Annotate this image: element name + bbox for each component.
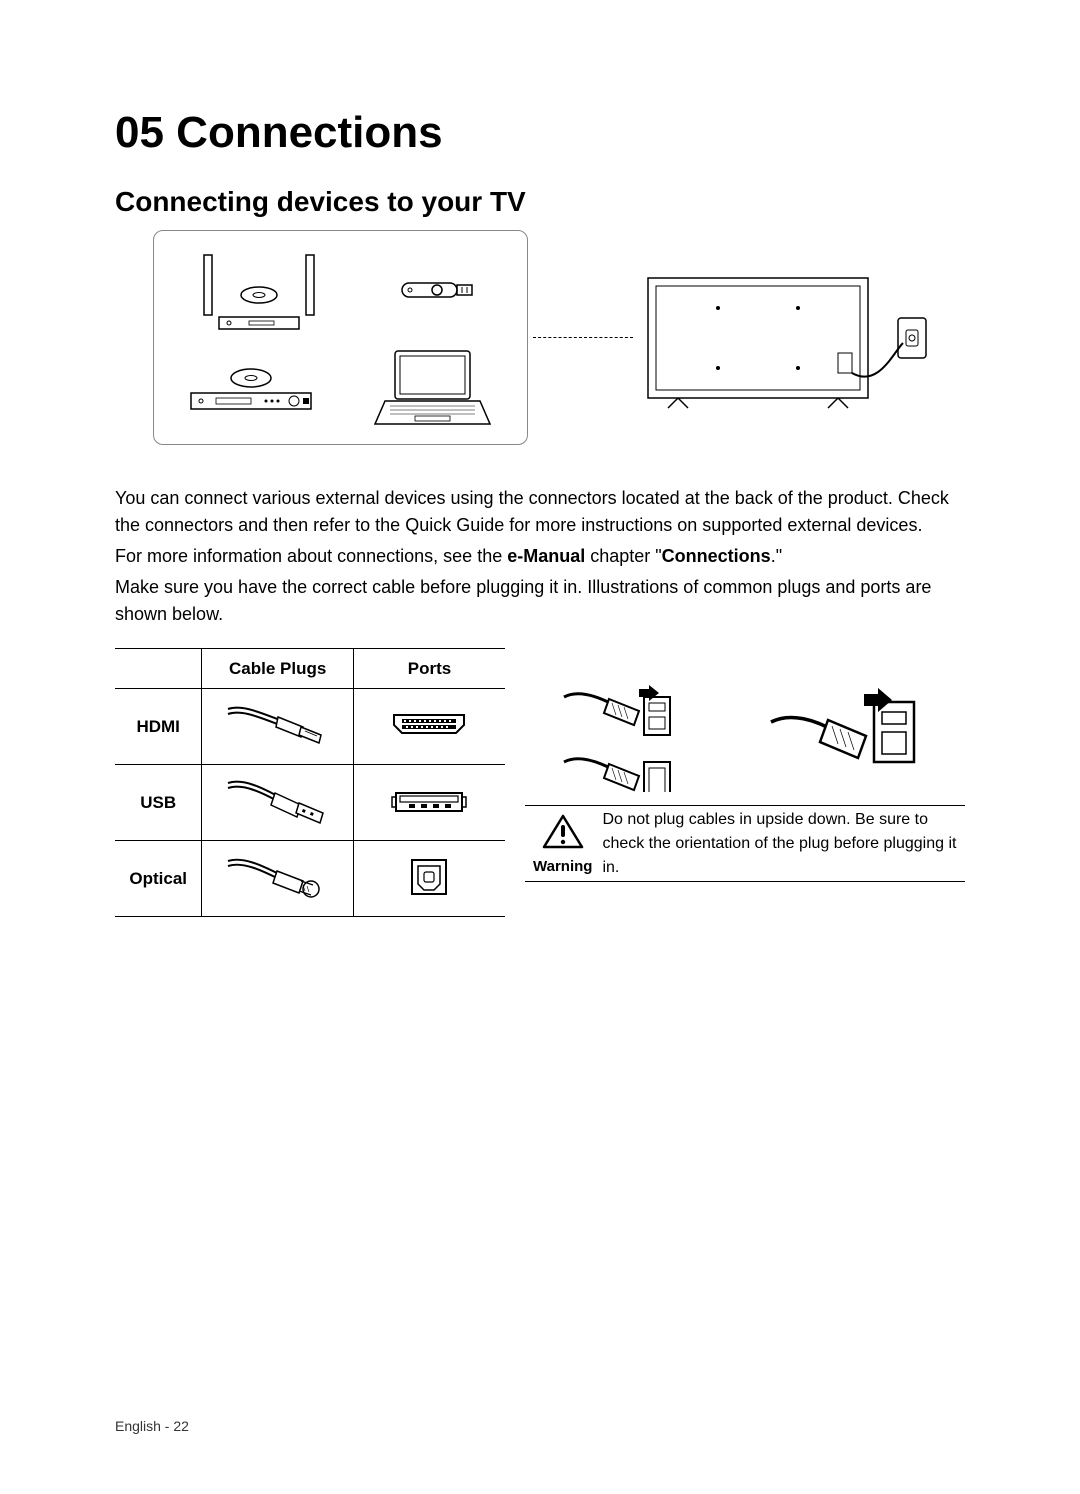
paragraph-1: You can connect various external devices…: [115, 485, 965, 539]
table-row: HDMI: [115, 689, 505, 765]
table-row: USB: [115, 765, 505, 841]
p2-mid: chapter ": [585, 546, 661, 566]
connection-line-icon: [533, 337, 633, 338]
row-label-hdmi: HDMI: [115, 689, 202, 765]
connector-table: Cable Plugs Ports HDMI: [115, 648, 505, 917]
optical-port-icon: [353, 841, 505, 917]
optical-plug-icon: [202, 841, 354, 917]
hdmi-port-icon: [353, 689, 505, 765]
page-footer: English - 22: [115, 1418, 189, 1434]
table-header-blank: [115, 649, 202, 689]
right-panel: Warning Do not plug cables in upside dow…: [505, 648, 965, 917]
hdmi-plug-icon: [202, 689, 354, 765]
laptop-icon: [365, 346, 495, 431]
connection-diagram: [115, 230, 965, 445]
p2-post: .": [771, 546, 782, 566]
row-label-optical: Optical: [115, 841, 202, 917]
connector-table-area: Cable Plugs Ports HDMI: [115, 648, 965, 917]
table-header-plugs: Cable Plugs: [202, 649, 354, 689]
p2-bold-2: Connections: [662, 546, 771, 566]
table-header-ports: Ports: [353, 649, 505, 689]
row-label-usb: USB: [115, 765, 202, 841]
warning-row: Warning Do not plug cables in upside dow…: [525, 806, 965, 882]
usb-plug-icon: [202, 765, 354, 841]
usb-stick-icon: [392, 275, 482, 305]
body-text-block: You can connect various external devices…: [115, 485, 965, 628]
bluray-player-icon: [186, 363, 316, 413]
warning-label: Warning: [533, 858, 592, 875]
section-title: Connecting devices to your TV: [115, 186, 965, 218]
p2-bold-1: e-Manual: [507, 546, 585, 566]
external-devices-illustration: [153, 230, 528, 445]
plug-orientation-illustration: [525, 648, 965, 806]
table-row: Optical: [115, 841, 505, 917]
chapter-title: 05 Connections: [115, 108, 965, 158]
warning-icon: [541, 813, 585, 851]
home-theater-icon: [199, 245, 319, 335]
usb-port-icon: [353, 765, 505, 841]
warning-text: Do not plug cables in upside down. Be su…: [602, 808, 965, 880]
paragraph-2: For more information about connections, …: [115, 543, 965, 570]
p2-pre: For more information about connections, …: [115, 546, 507, 566]
tv-illustration: [638, 258, 938, 418]
paragraph-3: Make sure you have the correct cable bef…: [115, 574, 965, 628]
